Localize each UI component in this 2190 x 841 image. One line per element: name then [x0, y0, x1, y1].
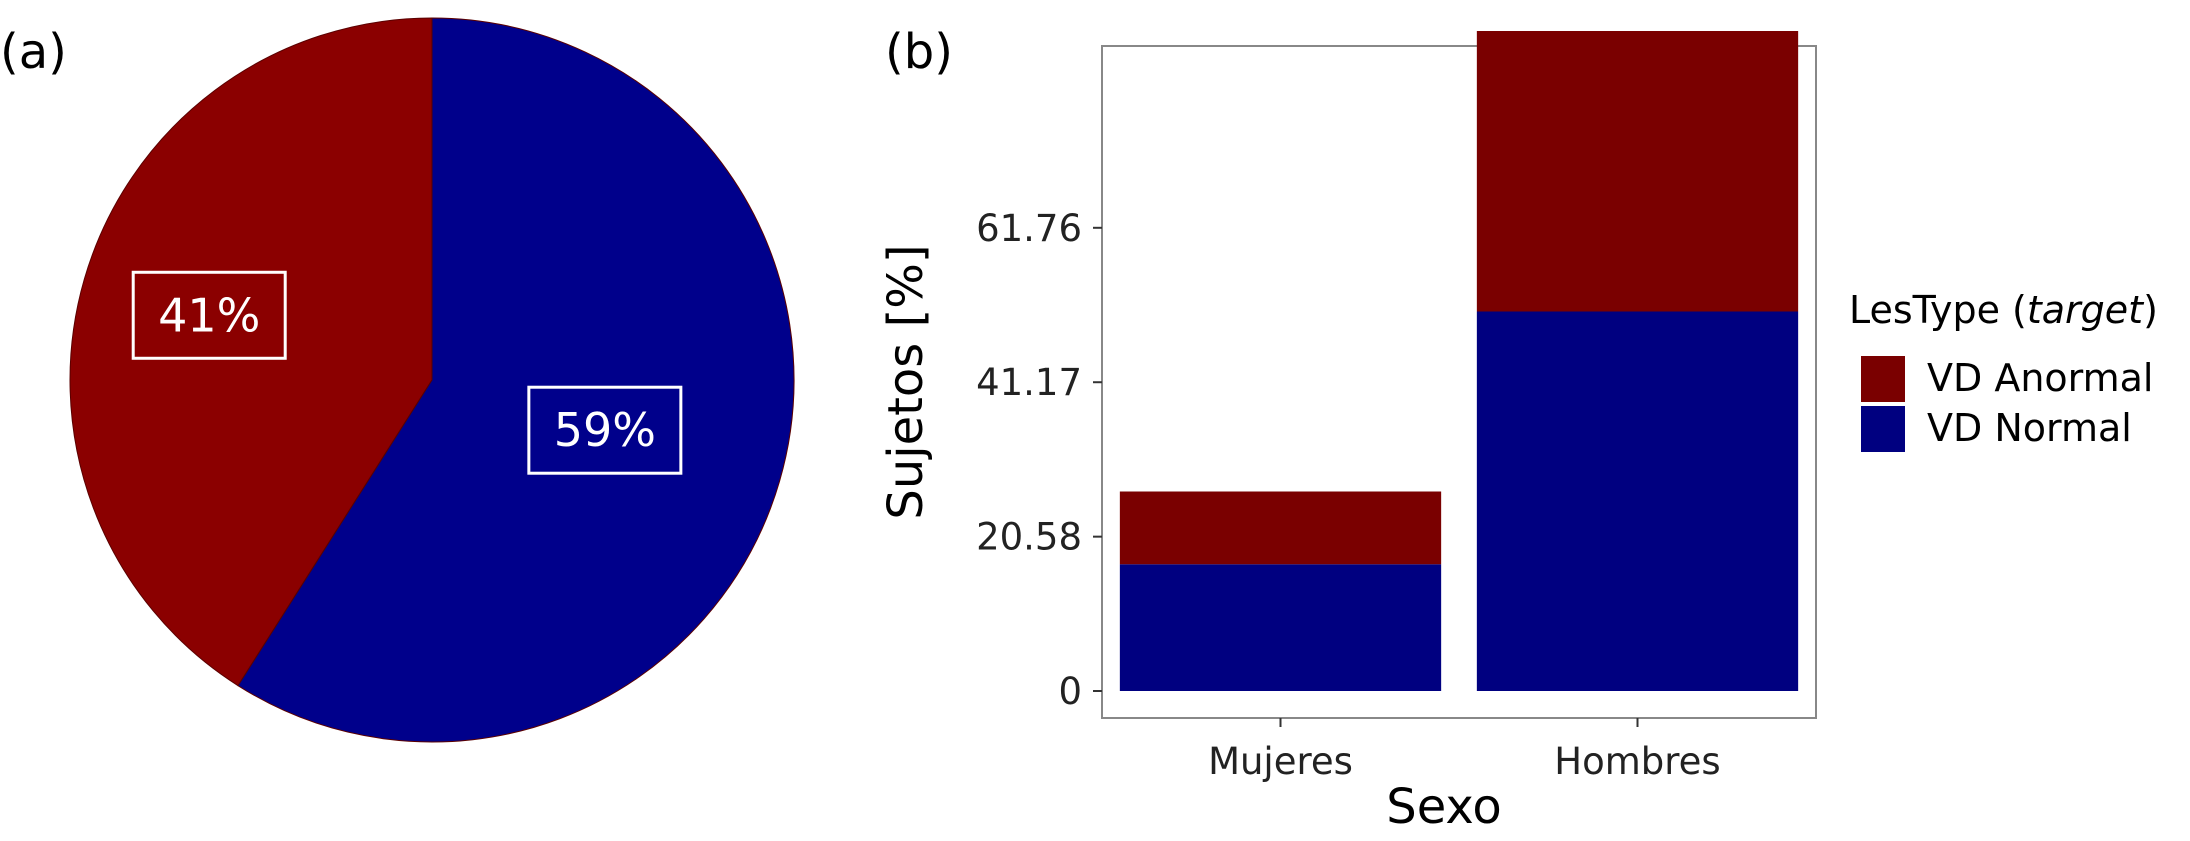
bar-mujeres-vd-anormal: [1119, 491, 1442, 565]
y-axis-title: Sujetos [%]: [878, 244, 934, 519]
pie-slice-normal: [237, 17, 795, 743]
bar-hombres-vd-anormal: [1476, 31, 1799, 312]
y-tick-label: 61.76: [976, 207, 1082, 250]
pie-slice-abnormal: [69, 17, 433, 687]
pie-label-box: [131, 270, 287, 360]
x-tick-label-hombres: Hombres: [1554, 740, 1720, 783]
legend: VD Anormal VD Normal: [1861, 356, 2153, 452]
pie-data-label: 41%: [158, 288, 260, 342]
x-axis: Mujeres Hombres: [1208, 718, 1721, 783]
bar-hombres-vd-normal: [1476, 311, 1799, 691]
legend-title: LesType (target): [1849, 288, 2158, 332]
y-axis: 0 20.58 41.17 61.76: [976, 207, 1102, 713]
panel-label-b: (b): [885, 24, 953, 80]
pie-label-box: [527, 385, 683, 475]
legend-key-vd-normal: [1861, 406, 1905, 452]
pie-chart: 41% 59%: [69, 17, 795, 743]
bar-mujeres-vd-normal: [1119, 564, 1442, 691]
y-tick-label: 41.17: [976, 361, 1082, 404]
x-tick-label-mujeres: Mujeres: [1208, 740, 1353, 783]
pie-data-label: 59%: [554, 403, 656, 457]
bar-chart-marks: [1119, 31, 1799, 691]
legend-label: VD Normal: [1927, 406, 2132, 450]
y-tick-label: 0: [1058, 670, 1082, 713]
panel-label-a: (a): [0, 24, 67, 80]
legend-label: VD Anormal: [1927, 356, 2153, 400]
y-tick-label: 20.58: [976, 516, 1082, 559]
legend-key-vd-anormal: [1861, 356, 1905, 402]
x-axis-title: Sexo: [1386, 779, 1501, 835]
